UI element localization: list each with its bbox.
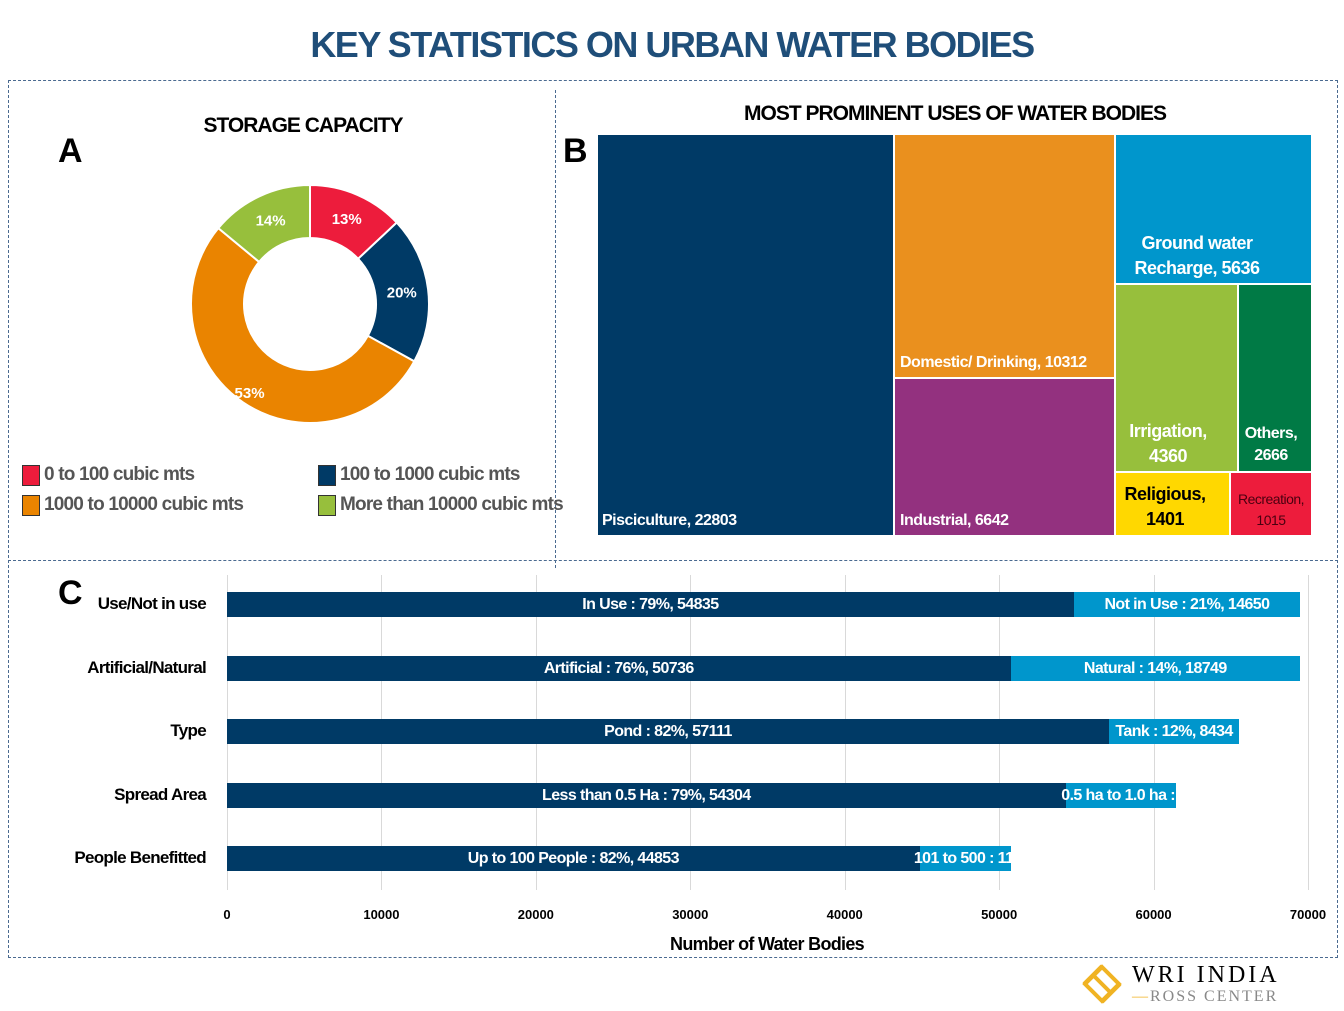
treemap-label: Religious, 1401 [1124,484,1206,529]
bar-data-label: In Use : 79%, 54835 [582,596,719,613]
legend-item-more-10000: More than 10000 cubic mts [318,494,564,516]
legend-swatch-green [318,494,336,516]
bar-data-label: Pond : 82%, 57111 [604,723,732,740]
legend-item-100-1000: 100 to 1000 cubic mts [318,464,520,486]
uses-title: MOST PROMINENT USES OF WATER BODIES [744,102,1167,125]
category-label: People Benefitted [74,848,206,867]
x-tick-label: 10000 [363,907,400,922]
x-tick-label: 40000 [826,907,863,922]
bar-segment [227,846,920,871]
panel-letter-b: B [563,132,588,170]
category-label: Use/Not in use [97,594,207,613]
divider-horizontal [8,560,1338,561]
bar-segment [1073,592,1301,617]
x-tick-label: 60000 [1135,907,1172,922]
bar-segment [227,719,1109,744]
treemap-label: Ground water Recharge, 5636 [1134,233,1260,278]
treemap-industrial: Industrial, 6642 [894,378,1115,536]
bar-segment [227,656,1011,681]
page-title: KEY STATISTICS ON URBAN WATER BODIES [310,24,1035,65]
treemap-label: Domestic/ Drinking, 10312 [900,354,1087,371]
bar-data-label: Artificial : 76%, 50736 [543,660,694,677]
logo-line2-text: ROSS CENTER [1150,988,1279,1005]
panel-letter-a: A [58,132,83,170]
figure-frame [8,80,1338,958]
bar-segment [227,592,1074,617]
x-tick-label: 0 [223,907,231,922]
donut-slice [190,226,416,424]
x-tick-label: 70000 [1289,907,1327,922]
category-label: Spread Area [114,785,207,804]
legend-label: More than 10000 cubic mts [340,494,564,515]
panel-letter-c: C [58,574,83,612]
bar-segment [227,783,1066,808]
treemap-label: Irrigation, 4360 [1129,421,1207,466]
bar-data-label: Tank : 12%, 8434 [1115,723,1233,740]
logo-line2: —ROSS CENTER [1132,988,1279,1005]
donut-data-label: 13% [332,211,362,228]
wri-logo: WRI INDIA —ROSS CENTER [1080,962,1277,1011]
treemap-groundwater: Ground water Recharge, 5636 [1115,134,1312,284]
treemap-recreation: Recreation, 1015 [1230,472,1312,536]
bar-segment [919,846,1011,871]
donut-data-label: 14% [256,212,286,229]
bar-data-label: 0.5 ha to 1.0 ha : 10%, 7123 [1061,787,1250,804]
gridline [1308,575,1309,890]
legend-label: 1000 to 10000 cubic mts [44,494,244,515]
legend-swatch-navy [318,464,336,486]
bar-segment [1065,783,1176,808]
bar-data-label: Natural : 14%, 18749 [1083,660,1227,677]
treemap-label: Recreation, 1015 [1237,491,1305,528]
category-label: Type [170,721,206,740]
x-tick-label: 50000 [981,907,1018,922]
donut-data-label: 20% [387,284,417,301]
treemap-label: Pisciculture, 22803 [602,512,737,529]
bar-data-label: 101 to 500 : 11%, 5908 [913,850,1069,867]
treemap-others: Others, 2666 [1238,284,1312,472]
donut-slice [216,183,311,264]
legend-item-1000-10000: 1000 to 10000 cubic mts [22,494,244,516]
treemap-domestic: Domestic/ Drinking, 10312 [894,134,1115,378]
wri-knot-icon [1082,964,1122,1004]
x-tick-label: 20000 [517,907,554,922]
storage-donut-chart: 13% 20% 53% 14% [190,183,430,424]
legend-item-0-100: 0 to 100 cubic mts [22,464,195,486]
treemap-religious: Religious, 1401 [1115,472,1230,536]
treemap-pisciculture: Pisciculture, 22803 [597,134,894,536]
donut-data-label: 53% [235,385,265,402]
legend-swatch-red [22,464,40,486]
x-tick-label: 30000 [672,907,709,922]
legend-label: 100 to 1000 cubic mts [340,464,520,485]
divider-vertical [555,90,556,568]
treemap-label: Others, 2666 [1244,425,1298,464]
bar-segment [1010,656,1301,681]
treemap-label: Industrial, 6642 [900,512,1009,529]
treemap-irrigation: Irrigation, 4360 [1115,284,1238,472]
category-label: Artificial/Natural [87,658,206,677]
bar-data-label: Not in Use : 21%, 14650 [1104,596,1270,613]
bar-data-label: Up to 100 People : 82%, 44853 [467,850,680,867]
storage-capacity-title: STORAGE CAPACITY [203,114,403,137]
bar-segment [1108,719,1240,744]
bar-data-label: Less than 0.5 Ha : 79%, 54304 [542,787,751,804]
legend-label: 0 to 100 cubic mts [44,464,195,485]
legend-swatch-orange [22,494,40,516]
x-axis-label: Number of Water Bodies [670,934,865,954]
logo-line1: WRI INDIA [1132,962,1280,988]
